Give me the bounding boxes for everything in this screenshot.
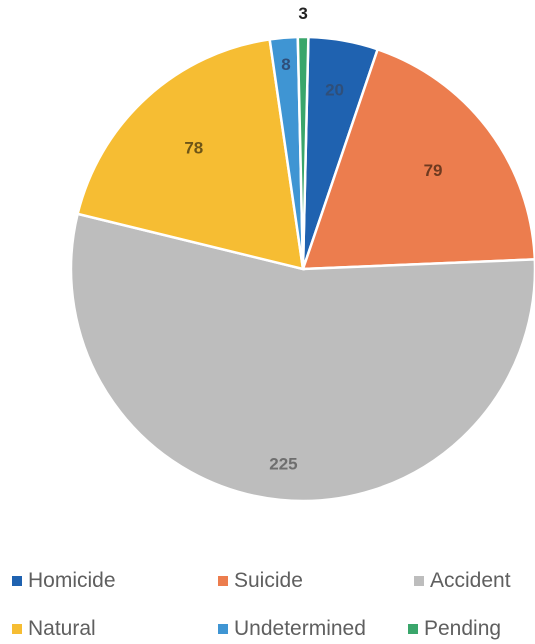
legend-label-homicide: Homicide: [28, 569, 116, 592]
pie-data-labels: 20 79 225 78 8 3: [184, 4, 442, 474]
legend-swatch-undetermined: [218, 624, 228, 634]
legend-label-accident: Accident: [430, 569, 511, 592]
legend-swatch-suicide: [218, 576, 228, 586]
data-label-homicide: 20: [325, 80, 344, 99]
pie-slice-accident: [69, 212, 535, 503]
chart-legend: Homicide Suicide Accident Natural Undete…: [12, 566, 532, 642]
data-label-accident: 225: [269, 455, 297, 474]
legend-swatch-natural: [12, 624, 22, 634]
data-label-suicide: 79: [424, 161, 443, 180]
legend-item-accident: Accident: [414, 566, 511, 596]
legend-label-undetermined: Undetermined: [234, 617, 366, 640]
legend-swatch-pending: [408, 624, 418, 634]
legend-swatch-homicide: [12, 576, 22, 586]
pie-chart: 20 79 225 78 8 3: [69, 4, 535, 503]
legend-label-suicide: Suicide: [234, 569, 303, 592]
legend-item-pending: Pending: [408, 614, 501, 644]
pie-slice-natural: [76, 37, 305, 271]
legend-label-pending: Pending: [424, 617, 502, 640]
pie-slices: [69, 35, 535, 503]
pie-slice-pending: [296, 35, 310, 270]
legend-item-suicide: Suicide: [218, 566, 303, 596]
data-label-undetermined: 8: [281, 55, 290, 74]
legend-label-natural: Natural: [28, 617, 96, 640]
legend-swatch-accident: [414, 576, 424, 586]
legend-item-undetermined: Undetermined: [218, 614, 366, 644]
legend-item-natural: Natural: [12, 614, 96, 644]
pie-slice-suicide: [301, 47, 535, 271]
data-label-pending: 3: [298, 4, 307, 23]
data-label-natural: 78: [184, 138, 203, 157]
legend-item-homicide: Homicide: [12, 566, 116, 596]
